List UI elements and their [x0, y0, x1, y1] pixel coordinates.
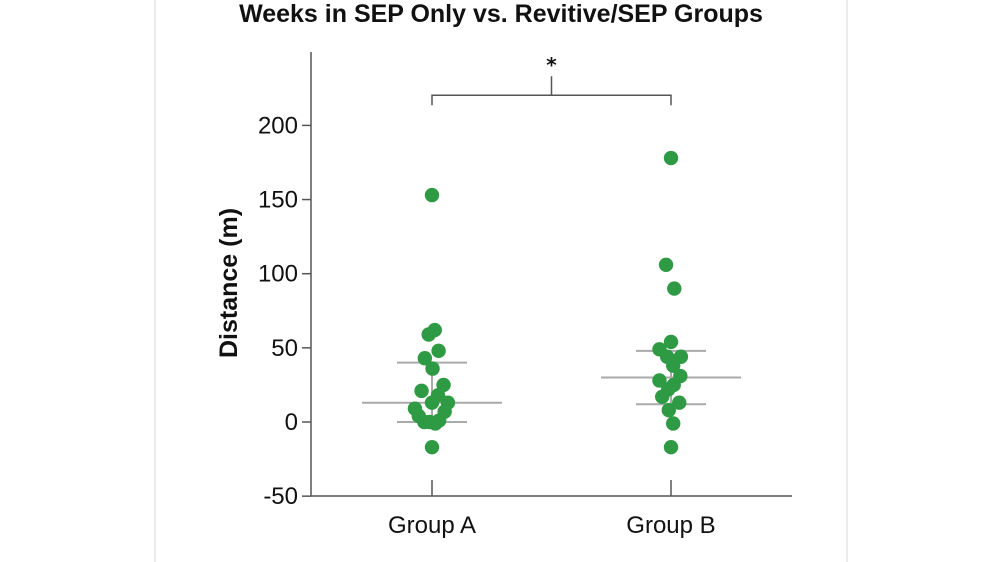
significance-marker: * [546, 53, 557, 77]
data-point [672, 395, 687, 410]
data-point [424, 187, 440, 203]
x-tick-label: Group B [626, 512, 715, 539]
y-tick-label: -50 [263, 483, 298, 510]
data-point [666, 358, 681, 373]
data-point [663, 440, 679, 455]
data-point [663, 334, 679, 350]
data-point [421, 327, 436, 342]
y-tick-label: 100 [258, 261, 298, 288]
x-tick-label: Group A [388, 512, 476, 539]
data-point [666, 416, 681, 431]
data-point [431, 343, 446, 359]
data-point [414, 383, 429, 399]
y-tick-label: 200 [258, 112, 298, 139]
data-point [663, 150, 679, 166]
y-tick-label: 0 [285, 409, 298, 436]
data-point [655, 389, 670, 404]
y-tick-label: 150 [258, 187, 298, 214]
y-ticks: -50 0 50 100 150 200 [258, 112, 311, 510]
significance-bracket [431, 94, 672, 106]
data-point [667, 281, 682, 296]
data-point [424, 440, 440, 455]
data-point [425, 361, 440, 376]
data-point [428, 416, 443, 431]
y-tick-label: 50 [271, 335, 298, 362]
y-axis-label: Distance (m) [215, 208, 243, 358]
significance-annotation: * [431, 53, 672, 106]
data-point [417, 351, 433, 366]
x-ticks: Group A Group B [388, 480, 716, 539]
chart-title: Weeks in SEP Only vs. Revitive/SEP Group… [239, 0, 763, 28]
data-points [407, 150, 689, 455]
data-point [424, 395, 440, 410]
data-point [661, 402, 676, 418]
data-point [652, 373, 667, 388]
data-point [658, 257, 674, 273]
